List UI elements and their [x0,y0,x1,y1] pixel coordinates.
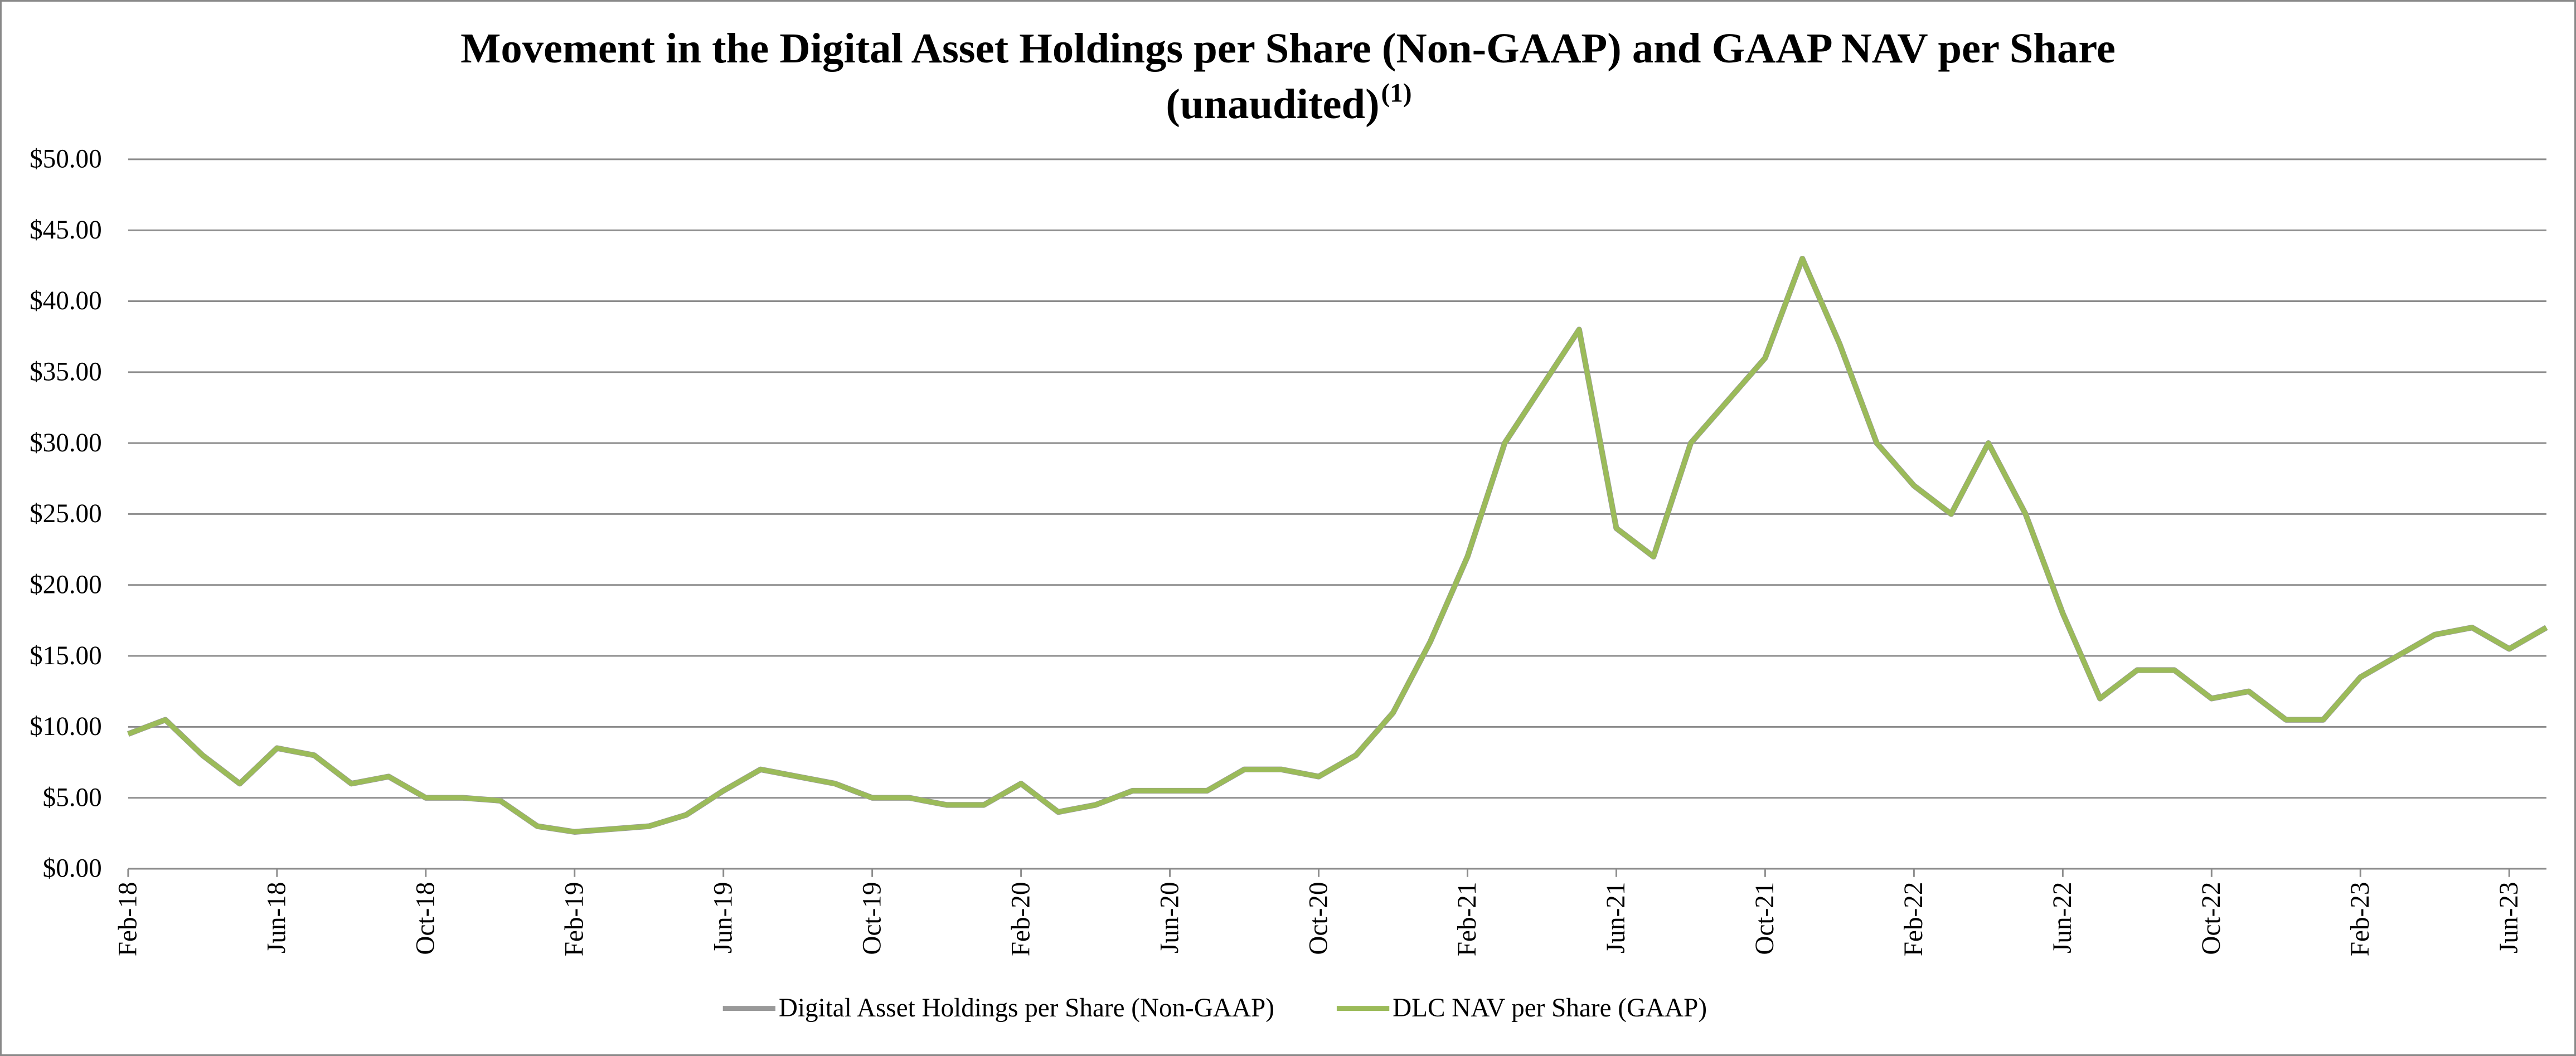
y-tick-label: $20.00 [30,570,102,599]
x-tick-label: Jun-18 [263,882,292,953]
x-tick-label: Feb-22 [1899,882,1928,957]
y-tick-label: $25.00 [30,499,102,528]
x-tick-label: Jun-21 [1602,882,1631,953]
x-tick-label: Jun-23 [2495,882,2524,953]
legend-label: DLC NAV per Share (GAAP) [1393,994,1707,1023]
x-tick-label: Jun-19 [709,882,738,953]
legend-label: Digital Asset Holdings per Share (Non-GA… [779,994,1274,1023]
x-tick-label: Feb-23 [2346,882,2375,957]
y-tick-label: $30.00 [30,429,102,458]
y-tick-label: $50.00 [30,145,102,174]
x-tick-label: Oct-19 [857,882,886,955]
title-note: (1) [1381,79,1412,108]
x-tick-label: Jun-22 [2048,882,2077,953]
y-tick-label: $45.00 [30,216,102,245]
x-tick-label: Oct-21 [1750,882,1779,955]
x-tick-label: Jun-20 [1155,882,1184,953]
x-tick-label: Feb-20 [1006,882,1035,957]
x-tick-label: Feb-21 [1453,882,1482,957]
line [127,256,2548,835]
x-tick-label: Oct-18 [411,882,440,955]
y-tick-label: $5.00 [43,783,102,812]
x-tick-label: Oct-22 [2197,882,2226,955]
y-tick-label: $0.00 [43,854,102,883]
x-tick-label: Feb-18 [114,882,143,957]
x-tick-label: Oct-20 [1304,882,1333,955]
chart-title: Movement in the Digital Asset Holdings p… [460,25,2116,72]
y-tick-label: $40.00 [30,286,102,315]
chart-title: (unaudited) [1166,80,1379,128]
y-tick-label: $15.00 [30,641,102,670]
y-tick-label: $10.00 [30,712,102,741]
y-tick-label: $35.00 [30,358,102,387]
x-tick-label: Feb-19 [560,882,589,957]
